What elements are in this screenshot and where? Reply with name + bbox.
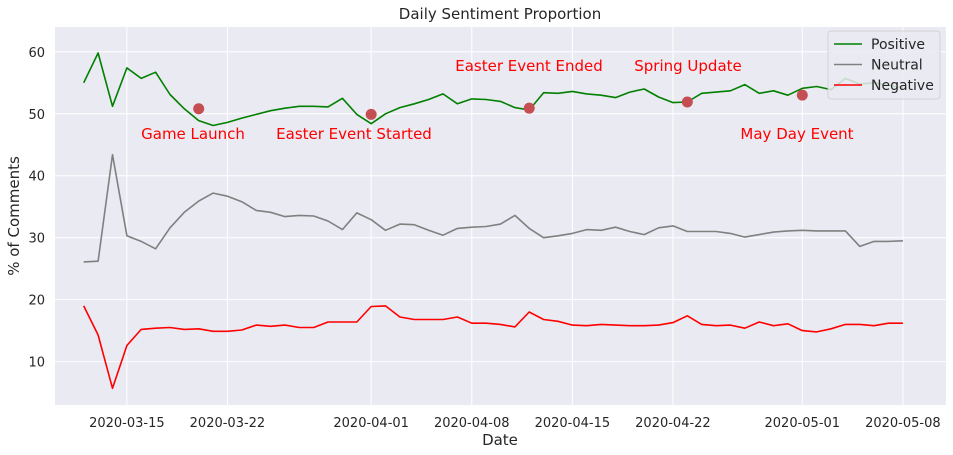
- y-tick-label: 10: [28, 356, 45, 371]
- legend: Positive Neutral Negative: [827, 30, 941, 100]
- plot-background: [55, 27, 946, 405]
- x-tick-label: 2020-05-01: [765, 416, 841, 431]
- y-tick-label: 20: [28, 294, 45, 309]
- event-annotation-label: Easter Event Ended: [455, 57, 603, 75]
- x-tick-label: 2020-03-15: [89, 416, 165, 431]
- series-line-positive: [82, 52, 904, 127]
- event-annotation-label: Spring Update: [634, 57, 742, 75]
- legend-label: Neutral: [871, 58, 923, 74]
- y-tick-label: 30: [28, 232, 45, 247]
- chart-title: Daily Sentiment Proportion: [399, 5, 601, 23]
- y-tick-label: 60: [28, 46, 45, 61]
- y-axis-label: % of Comments: [5, 156, 23, 276]
- series-line-neutral: [83, 153, 903, 263]
- event-marker: [365, 108, 377, 120]
- event-markers: [193, 89, 808, 120]
- x-tick-label: 2020-05-08: [865, 416, 941, 431]
- grid: [55, 27, 946, 405]
- x-tick-label: 2020-04-22: [635, 416, 711, 431]
- series-line-negative: [82, 305, 903, 390]
- x-axis-label: Date: [482, 431, 518, 449]
- legend-box: [827, 30, 941, 100]
- x-tick-label: 2020-04-01: [333, 416, 409, 431]
- x-tick-label: 2020-03-22: [190, 416, 266, 431]
- event-annotations: Game Launch Easter Event Started Easter Ev…: [141, 57, 854, 143]
- event-annotation-label: Easter Event Started: [276, 125, 432, 143]
- y-tick-label: 40: [28, 170, 45, 185]
- x-tick-label: 2020-04-08: [434, 416, 510, 431]
- x-tick-label: 2020-04-15: [535, 416, 611, 431]
- event-marker: [193, 103, 205, 115]
- y-tick-label: 50: [28, 108, 45, 123]
- legend-label: Negative: [871, 78, 934, 94]
- x-tick-labels: 2020-03-15 2020-03-22 2020-04-01 2020-04-08…: [89, 416, 941, 431]
- event-marker: [681, 96, 693, 108]
- legend-label: Positive: [871, 37, 925, 53]
- event-annotation-label: Game Launch: [141, 125, 245, 143]
- y-tick-labels: 10 20 30 40 50 60: [28, 46, 45, 371]
- event-marker: [796, 89, 808, 101]
- series-lines: [82, 52, 904, 390]
- event-marker: [523, 102, 535, 114]
- event-annotation-label: May Day Event: [740, 125, 853, 143]
